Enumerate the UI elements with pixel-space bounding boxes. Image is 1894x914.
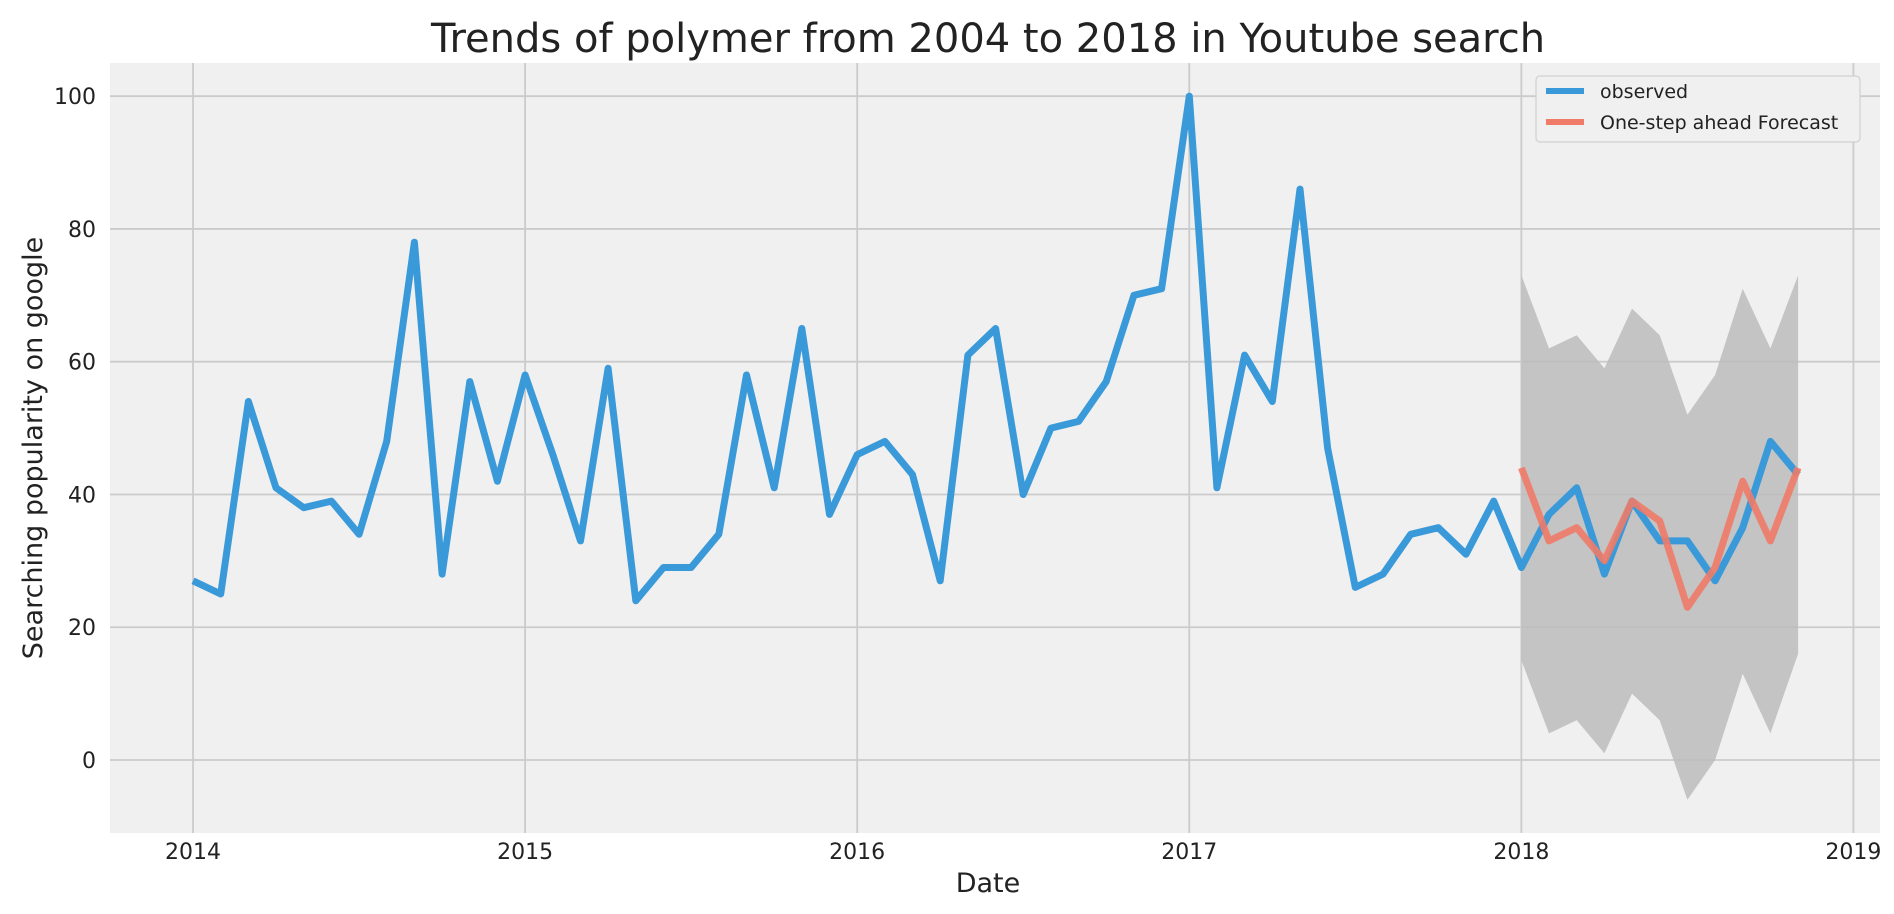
x-tick-label: 2016 bbox=[829, 840, 885, 865]
chart-title: Trends of polymer from 2004 to 2018 in Y… bbox=[430, 16, 1545, 62]
x-tick-label: 2017 bbox=[1161, 840, 1217, 865]
x-tick-label: 2018 bbox=[1493, 840, 1549, 865]
tick-labels: 0 20 40 60 80 100 2014 2015 2016 2017 2018 2019 bbox=[54, 85, 1881, 865]
y-tick-label: 20 bbox=[68, 616, 96, 641]
x-tick-label: 2019 bbox=[1825, 840, 1881, 865]
y-axis-label: Searching popularity on google bbox=[18, 237, 49, 659]
series-layer bbox=[191, 92, 1802, 611]
x-tick-label: 2015 bbox=[497, 840, 553, 865]
series-line-forecast bbox=[1518, 466, 1802, 611]
y-tick-label: 60 bbox=[68, 351, 96, 376]
y-tick-label: 0 bbox=[82, 749, 96, 774]
legend-label-observed: observed bbox=[1600, 81, 1688, 103]
legend-label-forecast: One-step ahead Forecast bbox=[1600, 112, 1838, 134]
series-line-observed bbox=[191, 92, 1801, 605]
legend: observed One-step ahead Forecast bbox=[1535, 75, 1861, 143]
y-tick-label: 40 bbox=[68, 483, 96, 508]
y-tick-label: 100 bbox=[54, 85, 96, 110]
y-tick-label: 80 bbox=[68, 218, 96, 243]
x-tick-label: 2014 bbox=[165, 840, 221, 865]
legend-box bbox=[1535, 75, 1861, 143]
x-axis-label: Date bbox=[956, 868, 1021, 899]
